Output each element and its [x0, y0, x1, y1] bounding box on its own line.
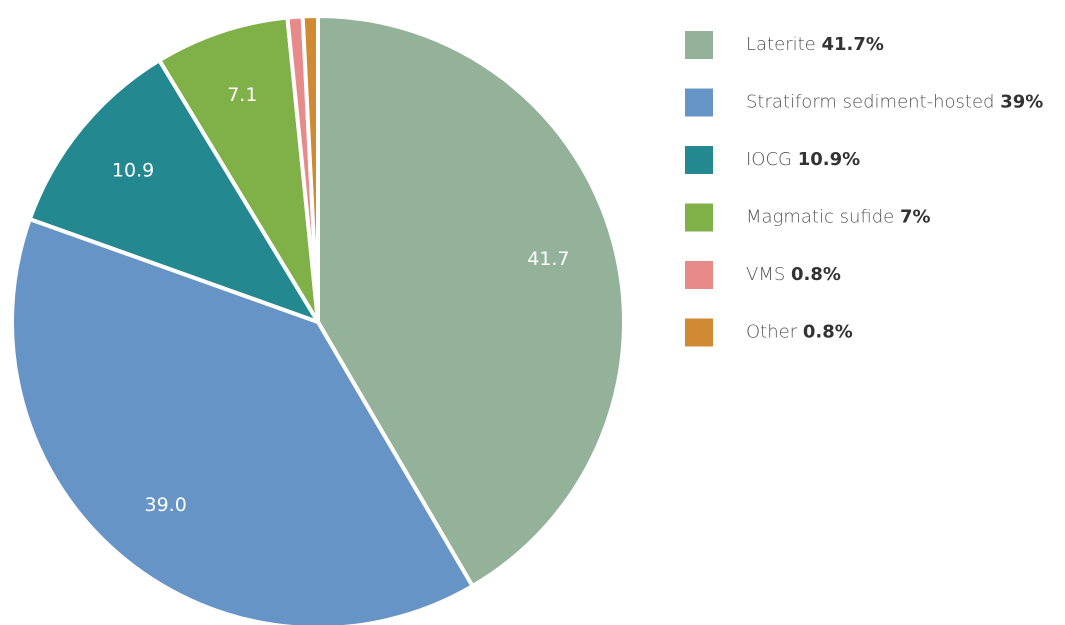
legend-name: VMS	[746, 264, 785, 285]
pie-slice	[300, 14, 320, 324]
legend-entry: Laterite 41.7%	[746, 34, 884, 55]
legend-entry: Magmatic sufide 7%	[746, 207, 931, 228]
legend-value: 0.8%	[791, 264, 841, 285]
legend-swatch	[685, 261, 713, 289]
legend-swatch	[685, 146, 713, 174]
legend-value: 10.9%	[798, 149, 860, 170]
slice-label: 41.7	[527, 248, 569, 270]
slice-label: 10.9	[112, 160, 154, 182]
legend-name: Other	[746, 322, 798, 343]
pie-slice	[157, 15, 320, 324]
legend-value: 39%	[1000, 92, 1043, 113]
legend-name: IOCG	[746, 149, 792, 170]
legend-entry: IOCG 10.9%	[746, 149, 860, 170]
slice-label: 7.1	[227, 84, 257, 106]
legend-entry: VMS 0.8%	[746, 264, 841, 285]
legend-name: Laterite	[746, 34, 816, 55]
legend-entry: Other 0.8%	[746, 322, 853, 343]
slice-label: 39.0	[145, 494, 187, 516]
legend-entry: Stratiform sediment-hosted 39%	[746, 92, 1043, 113]
legend-name: Magmatic sufide	[746, 207, 894, 228]
legend-swatch	[685, 318, 713, 347]
legend-swatch	[685, 88, 713, 117]
legend-swatch	[685, 203, 713, 232]
pie-slice	[10, 217, 475, 625]
pie-slice	[27, 58, 320, 324]
legend-value: 41.7%	[821, 34, 883, 55]
legend-value: 7%	[900, 207, 931, 228]
legend-value: 0.8%	[803, 322, 853, 343]
legend-name: Stratiform sediment-hosted	[746, 92, 994, 113]
pie-slice	[316, 14, 626, 589]
legend-swatch	[685, 31, 713, 59]
